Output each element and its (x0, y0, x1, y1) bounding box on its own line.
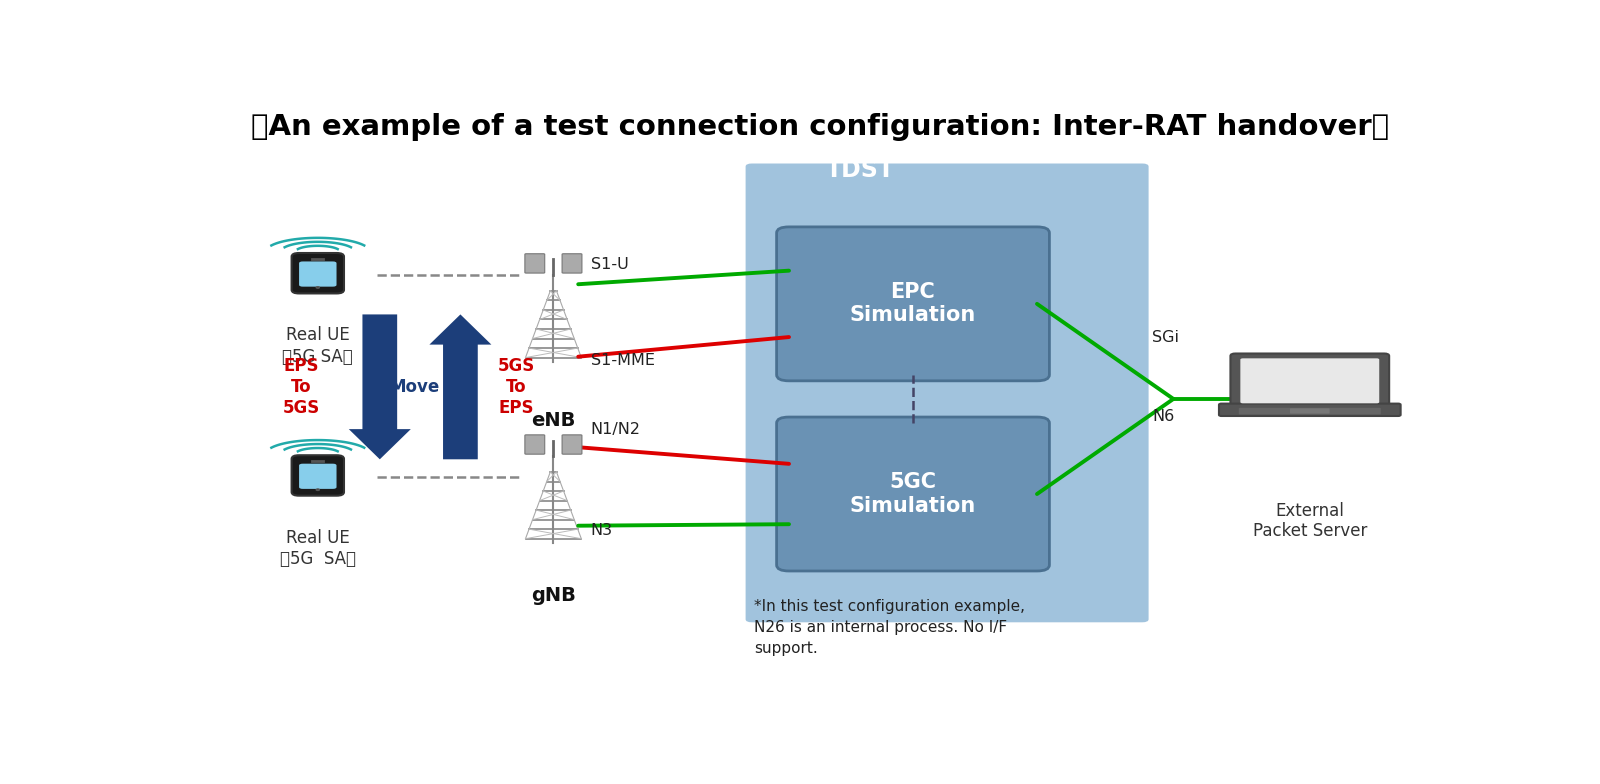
FancyBboxPatch shape (525, 254, 544, 273)
FancyBboxPatch shape (562, 254, 582, 273)
FancyBboxPatch shape (291, 456, 344, 495)
Text: EPC
Simulation: EPC Simulation (850, 282, 976, 325)
Text: SGi: SGi (1152, 329, 1179, 345)
FancyBboxPatch shape (1290, 408, 1330, 414)
Text: （5G  SA）: （5G SA） (280, 550, 355, 568)
Text: eNB: eNB (531, 411, 576, 430)
Polygon shape (429, 314, 491, 459)
FancyBboxPatch shape (1219, 404, 1400, 416)
FancyBboxPatch shape (291, 253, 344, 293)
FancyBboxPatch shape (1230, 354, 1389, 408)
Text: N1/N2: N1/N2 (590, 422, 640, 437)
Text: Move: Move (389, 378, 440, 396)
Text: （5G SA）: （5G SA） (283, 347, 354, 365)
Text: 5GS
To
EPS: 5GS To EPS (498, 357, 534, 416)
Text: gNB: gNB (531, 586, 576, 605)
FancyBboxPatch shape (776, 417, 1050, 571)
Circle shape (317, 489, 320, 491)
Text: External
Packet Server: External Packet Server (1253, 502, 1366, 540)
FancyBboxPatch shape (525, 435, 544, 454)
FancyBboxPatch shape (746, 164, 1149, 622)
FancyBboxPatch shape (1238, 408, 1381, 415)
Polygon shape (349, 314, 411, 459)
Text: N3: N3 (590, 523, 613, 538)
Text: Real UE: Real UE (286, 326, 350, 344)
Text: *In this test configuration example,
N26 is an internal process. No I/F
support.: *In this test configuration example, N26… (754, 598, 1026, 655)
Text: 【An example of a test connection configuration: Inter-RAT handover】: 【An example of a test connection configu… (251, 113, 1389, 141)
FancyBboxPatch shape (299, 261, 336, 287)
Text: N6: N6 (1152, 409, 1174, 424)
Text: Real UE: Real UE (286, 528, 350, 546)
FancyBboxPatch shape (1240, 358, 1379, 403)
Text: S1-U: S1-U (590, 257, 629, 272)
Circle shape (317, 287, 320, 289)
Text: TDST: TDST (826, 158, 896, 182)
FancyBboxPatch shape (776, 227, 1050, 381)
Text: 5GC
Simulation: 5GC Simulation (850, 473, 976, 516)
FancyBboxPatch shape (299, 463, 336, 489)
FancyBboxPatch shape (562, 435, 582, 454)
Text: S1-MME: S1-MME (590, 353, 654, 368)
Text: EPS
To
5GS: EPS To 5GS (283, 357, 320, 416)
